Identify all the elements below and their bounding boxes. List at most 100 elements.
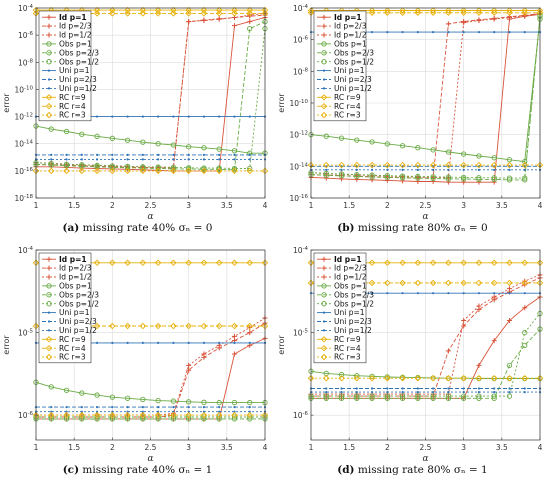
point-rc-r-3 [170,167,177,175]
point-uni-p-1 [386,292,389,295]
point-uni-p-1 [233,341,236,344]
point-uni-p-2-3 [401,387,404,390]
point-rc-r-4 [200,10,208,17]
point-uni-p-2-3 [157,153,160,156]
point-rc-r-4 [215,10,223,17]
point-obs-p-1 [94,133,100,139]
point-uni-p-2-3 [218,406,221,409]
legend-entry-rc-r-9: RC r=9 [42,335,86,344]
point-rc-r-9 [231,6,238,14]
point-uni-p-2-3 [50,153,53,156]
point-obs-p-1-2 [369,172,375,178]
point-uni-p-2-3 [386,387,389,390]
point-rc-r-4 [445,279,452,287]
legend-entry-uni-p-2-3: Uni p=2/3 [42,317,97,326]
point-obs-p-1 [140,139,146,145]
legend-marker [321,301,327,307]
legend-entry-obs-p-1-2: Obs p=1/2 [317,299,374,308]
legend-entry-uni-p-1: Uni p=1 [317,308,365,317]
legend-marker [321,14,327,20]
point-id-p-1 [476,179,482,185]
y-tick-label: 10-8 [293,67,309,76]
point-rc-r-3 [460,161,467,169]
point-rc-r-4 [154,322,162,330]
point-rc-r-3 [521,161,528,169]
legend-entry-rc-r-4: RC r=4 [42,102,86,111]
series-uni-p-2-3 [34,153,267,156]
point-obs-p-1-2 [48,160,54,167]
point-rc-r-9 [231,259,238,267]
legend-marker [320,344,328,352]
point-id-p-1 [461,179,467,185]
point-uni-p-1 [401,31,404,34]
point-obs-p-1-2 [48,414,54,420]
point-obs-p-1-2 [369,393,375,399]
point-uni-p-2-3 [340,387,343,390]
point-uni-p-1-2 [493,168,496,171]
legend-entry-uni-p-2-3: Uni p=2/3 [317,317,372,326]
point-obs-p-1 [430,147,436,153]
legend-label: Obs p=1/2 [59,57,99,66]
legend-label: RC r=4 [59,102,86,111]
legend-label: Obs p=2/3 [59,48,99,57]
point-obs-p-1 [155,397,161,404]
point-uni-p-1-2 [447,168,450,171]
point-uni-p-1-2 [233,158,236,161]
point-obs-p-1 [415,145,421,151]
point-rc-r-9 [384,259,391,267]
legend-label: Id p=1 [334,13,362,22]
legend-label: Obs p=1 [334,282,367,291]
point-uni-p-1-2 [65,410,68,413]
point-obs-p-2-3 [430,175,436,182]
caption-c: (c) missing rate 40% σₙ = 1 [0,464,275,476]
legend-entry-rc-r-4: RC r=4 [317,344,361,353]
legend-marker [321,256,327,262]
point-rc-r-3 [429,374,437,382]
point-uni-p-1-2 [233,410,236,413]
point-obs-p-1 [476,153,482,159]
legend-entry-uni-p-2-3: Uni p=2/3 [42,75,97,84]
legend-entry-id-p-1-2: Id p=1/2 [317,273,367,282]
point-rc-r-3 [63,167,70,175]
legend-entry-id-p-2-3: Id p=2/3 [317,22,367,31]
x-tick-label: 1.5 [343,201,355,210]
x-tick-label: 2 [110,201,115,210]
point-obs-p-1 [124,137,131,143]
point-obs-p-1-2 [491,393,497,399]
point-rc-r-9 [384,7,391,14]
point-rc-r-3 [490,161,498,169]
legend-marker [46,292,52,298]
point-obs-p-1-2 [415,173,421,180]
point-rc-r-4 [506,9,513,17]
point-rc-r-9 [414,7,422,14]
legend-entry-rc-r-3: RC r=3 [42,111,86,120]
point-uni-p-2-3 [355,387,358,390]
legend-box [313,10,367,122]
point-rc-r-3 [93,167,101,175]
point-uni-p-1-2 [508,168,511,171]
point-obs-p-1-2 [461,174,467,181]
point-obs-p-2-3 [48,162,54,168]
series-line-id-p-1 [36,17,266,172]
point-id-p-1 [231,351,237,357]
legend-label: Id p=2/3 [334,264,367,273]
point-uni-p-1-2 [370,168,374,171]
point-uni-p-1-2 [523,168,526,171]
point-obs-p-2-3 [201,416,207,422]
point-rc-r-3 [429,161,437,169]
panel-c: 1 1.5 2 2.5 3 3.5 4 10-6 10-5 10-4 α error Id p=1 Id … [0,242,275,484]
point-rc-r-3 [323,161,330,169]
point-uni-p-1-2 [477,391,481,394]
legend-label: Obs p=2/3 [334,290,374,299]
legend-label: Uni p=1/2 [59,84,97,93]
point-rc-r-3 [78,411,86,419]
point-rc-r-4 [368,9,376,17]
legend-entry-id-p-1: Id p=1 [42,255,87,264]
caption-d-text: missing rate 80% σₙ = 1 [357,464,488,476]
point-rc-r-3 [185,167,192,175]
x-tick-label: 2.5 [420,443,432,452]
legend-marker [46,50,52,56]
x-tick-label: 3.5 [221,443,233,452]
series-line-obs-p-1 [310,19,541,163]
legend-marker [321,265,327,271]
